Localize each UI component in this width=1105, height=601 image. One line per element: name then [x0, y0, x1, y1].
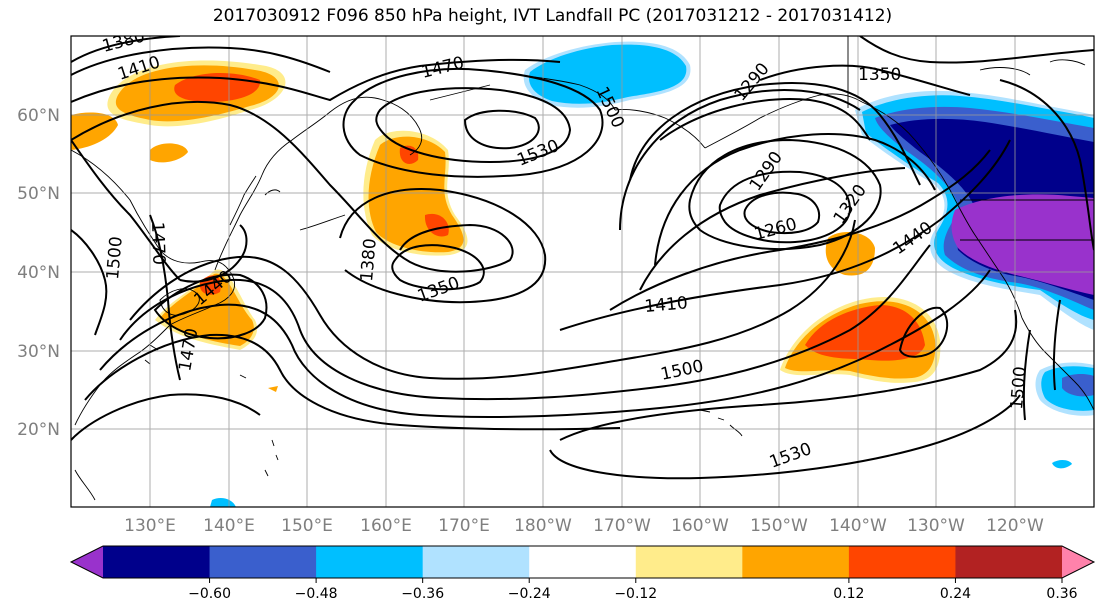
colorbar-swatch — [955, 546, 1063, 578]
lat-label: 60°N — [17, 106, 60, 126]
latitude-labels: 60°N 50°N 40°N 30°N 20°N — [17, 106, 60, 440]
map-panel: 1380 1410 1470 1500 1530 1380 1350 1290 … — [71, 36, 1094, 507]
lon-label: 160°W — [671, 516, 729, 536]
colorbar-swatch — [103, 546, 211, 578]
lon-label: 120°W — [986, 516, 1044, 536]
contour-label: 1380 — [357, 238, 381, 283]
colorbar-tick-label: −0.36 — [401, 586, 444, 601]
colorbar-tick-label: −0.24 — [508, 586, 551, 601]
colorbar-swatch — [316, 546, 424, 578]
colorbar-outline — [69, 545, 1096, 579]
lon-label: 170°W — [593, 516, 651, 536]
colorbar-tick-label: −0.48 — [295, 586, 338, 601]
colorbar-swatch — [635, 546, 743, 578]
colorbar-tick-label: 0.12 — [833, 586, 864, 601]
colorbar: −0.60−0.48−0.36−0.24−0.120.120.240.360.4… — [69, 545, 1096, 601]
colorbar-tick-label: −0.12 — [614, 586, 657, 601]
colorbar-extension-high — [1062, 546, 1094, 578]
colorbar-extension-low — [71, 546, 103, 578]
map-title: 2017030912 F096 850 hPa height, IVT Land… — [212, 6, 893, 26]
lon-label: 130°W — [907, 516, 965, 536]
map-frame — [70, 35, 1095, 508]
colorbar-swatch — [422, 546, 530, 578]
lon-label: 150°E — [281, 516, 333, 536]
ivt-negative-shading — [210, 41, 1094, 507]
lon-label: 180°W — [514, 516, 572, 536]
colorbar-swatch — [209, 546, 317, 578]
longitude-labels: 130°E 140°E 150°E 160°E 170°E 180°W 170°… — [124, 516, 1044, 536]
lon-label: 140°E — [203, 516, 255, 536]
colorbar-tick-label: 0.24 — [940, 586, 971, 601]
contour-label: 1350 — [858, 65, 901, 85]
colorbar-tick-label: 0.36 — [1046, 586, 1077, 601]
height-contours — [71, 36, 1094, 480]
colorbar-swatch — [848, 546, 956, 578]
contour-label: 1500 — [1007, 366, 1031, 411]
lon-label: 130°E — [124, 516, 176, 536]
lat-label: 20°N — [17, 420, 60, 440]
contour-label: 1410 — [644, 293, 689, 317]
colorbar-swatch — [742, 546, 850, 578]
colorbar-swatch — [529, 546, 637, 578]
lon-label: 160°E — [360, 516, 412, 536]
lon-label: 170°E — [438, 516, 490, 536]
lat-label: 50°N — [17, 184, 60, 204]
contour-label: 1500 — [103, 236, 127, 281]
lon-label: 140°W — [829, 516, 887, 536]
lon-label: 150°W — [750, 516, 808, 536]
contour-label: 1470 — [147, 221, 168, 265]
graticule — [71, 36, 1094, 507]
lat-label: 40°N — [17, 263, 60, 283]
colorbar-tick-label: −0.60 — [188, 586, 231, 601]
lat-label: 30°N — [17, 342, 60, 362]
